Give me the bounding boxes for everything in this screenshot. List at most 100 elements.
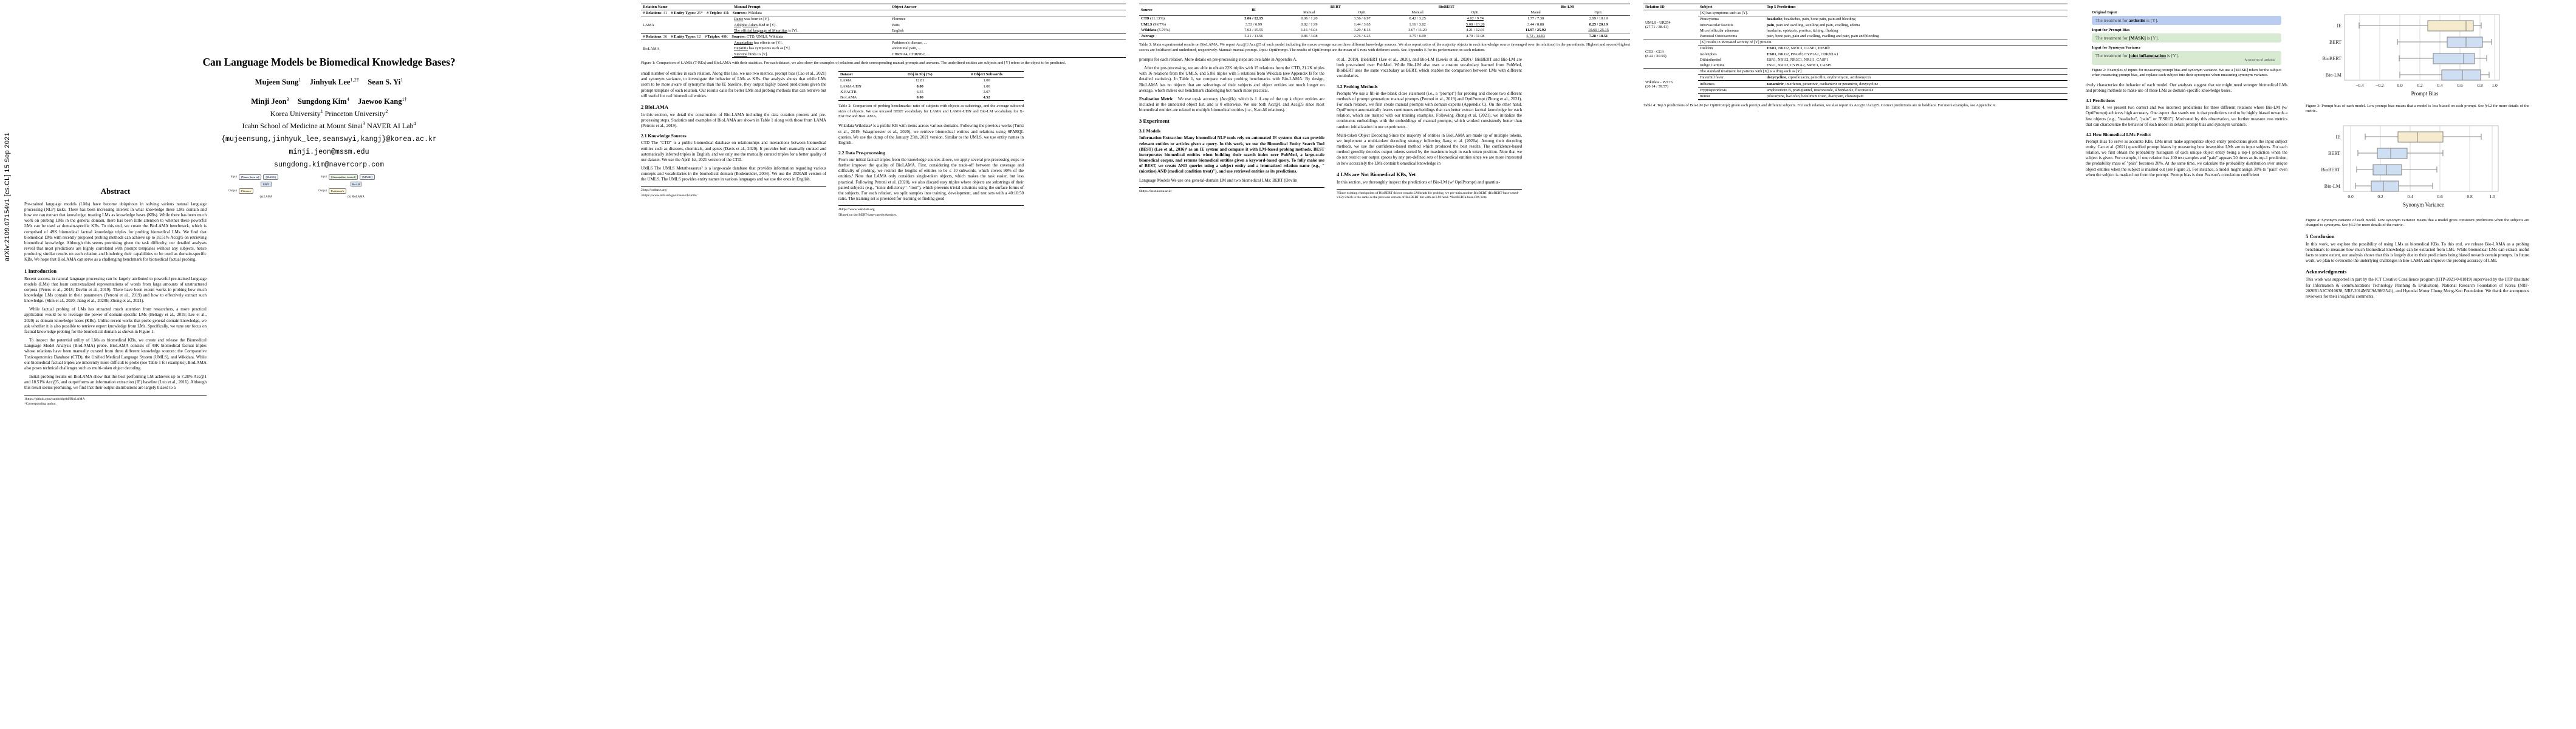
- table2-header-row: Dataset Obj in Sbj (%) # Object Subwords: [838, 71, 1024, 78]
- table3-wd-biobert-manual: 3.67 / 11.20: [1408, 27, 1427, 32]
- table4-pred-2-2: ESR1, NR1I2, PPARÎ³, CYP1A2, CDKN1A1: [1767, 52, 1838, 56]
- figure-4-boxplot-svg: IE BERT BioBERT Bio-LM 0.0 0.2 0.4 0.6 0…: [2321, 125, 2499, 208]
- footnote-7: 6https://best.korea.ac.kr: [1139, 189, 1172, 193]
- table4-relation-id-1: UMLS - UR254 (27.71 / 38.41): [1643, 10, 1698, 39]
- page-title: Can Language Models be Biomedical Knowle…: [202, 56, 456, 68]
- table-row: Dieldrin ESR1, NR1I2, NR3C1, CASP1, PPAR…: [1698, 46, 2067, 52]
- svg-text:0.4: 0.4: [2437, 83, 2443, 88]
- figure1-subject-chip: [Name, born in]: [239, 174, 262, 180]
- column-tables-1-2: Relation Name Manual Prompt Object Answe…: [635, 0, 1133, 729]
- table-row: cryptosporidiosis amphotericin B, praziq…: [1698, 87, 2067, 94]
- table-row: Intravascular fasciitis pain, pain and s…: [1698, 22, 2067, 28]
- figure1-output-label: Output: [228, 189, 237, 193]
- figure-4: IE BERT BioBERT Bio-LM 0.0 0.2 0.4 0.6 0…: [2306, 118, 2529, 215]
- table4-pred-3-3: amphotericin B, praziquantel, itraconazo…: [1765, 87, 2067, 94]
- table1-stats-lama: # Relations: 41 # Entity Types: 25* # Tr…: [641, 10, 1126, 16]
- col4-top-paragraph: et al., 2019), BioBERT (Lee et al., 2020…: [1337, 57, 1522, 79]
- figure2-synonym-note: A synonym of 'arthritis': [2244, 58, 2275, 62]
- table3-source-ctd: CTD (11.13%): [1139, 15, 1225, 22]
- table2-subwords-3: 3.07: [983, 89, 990, 94]
- email-line-2: minji.jeon@mssm.edu: [289, 148, 369, 157]
- table2-objinsbj-4: 0.00: [890, 94, 950, 101]
- table3-umls-ie: 3.53 / 6.99: [1245, 22, 1262, 27]
- figure2-and-text: Original Input The treatment for arthrit…: [2075, 0, 2300, 303]
- figure1-column: Input [Name, born in] [MASK] BERT Output…: [220, 171, 402, 408]
- table3-wd-bert-manual: 1.16 / 6.04: [1301, 27, 1318, 32]
- table3-avg-biolm-opti: 7.28 / 18.51: [1567, 32, 1630, 40]
- author-4: Minji Jeon3: [251, 96, 289, 106]
- table1-stats-biolama: # Relations: 36 # Entity Types: 12 # Tri…: [641, 33, 1126, 40]
- section-heading-lms-not-kbs: 4 LMs are Not Biomedical KBs, Yet: [1337, 171, 1416, 177]
- table2-dataset-2: LAMA-UHN: [840, 84, 862, 89]
- table1-bio-prompt-3: Nicotine binds to [Y].: [732, 51, 890, 58]
- table4-prompt-3: The standard treatment for patients with…: [1698, 68, 2067, 75]
- table1-prompt-2: Adolphe Adam died in [Y].: [734, 22, 777, 27]
- table1-col-relation: Relation Name: [641, 3, 732, 10]
- footnotes-col2-right: 4https://www.wikidata.org 5Based on the …: [838, 205, 1024, 217]
- footnote-3: 2http://cutbase.org/: [641, 188, 668, 193]
- table4-pred-3-4: pilocarpine, baclofen, botulinum toxin, …: [1765, 93, 2067, 100]
- figure-4-xlabel: Synonym Variance: [2403, 202, 2444, 208]
- subsection-knowledge-sources: 2.1 Knowledge Sources: [641, 133, 687, 139]
- author-1: Mujeen Sung1: [255, 77, 301, 87]
- svg-text:Bio-LM: Bio-LM: [2324, 183, 2340, 189]
- table-4-caption: Table 4: Top 5 predictions of Bio-LM (w/…: [1643, 103, 1996, 108]
- table4-subject-3-2: influenza: [1698, 80, 1765, 87]
- table1-bio-prompt-1: Amantadine has effects on [Y].: [732, 39, 890, 46]
- table3-ctd-bert-opti: 3.56 / 6.97: [1335, 15, 1389, 22]
- table3-group-biobert: BioBERT: [1388, 4, 1505, 10]
- svg-text:IE: IE: [2335, 134, 2340, 140]
- figure1-panel-biolama: Input [Amantadine, treated] [MASK] Bio-L…: [313, 174, 399, 199]
- table4-subject-1-3: Microfollicular adenoma: [1700, 28, 1739, 33]
- table-row: isofenphos ESR1, NR1I2, PPARÎ³, CYP1A2, …: [1698, 52, 2067, 57]
- table4-pred-2-4: ESR1, NR1I2, CYP1A2, NR3C1, CASP1: [1767, 63, 1832, 67]
- figure2-label-1: Original Input: [2092, 10, 2117, 15]
- col2-continued-paragraph: small number of entities in each relatio…: [641, 71, 826, 98]
- table1-bio-prompt-2: Hepatitis has symptoms such as [Y].: [734, 46, 791, 51]
- col2-right-text: Dataset Obj in Sbj (%) # Object Subwords…: [838, 71, 1024, 218]
- table3-group-biolm: Bio-LM: [1504, 4, 1630, 10]
- table1-group-label-lama: LAMA: [641, 16, 732, 34]
- figure1-input-label: Input: [230, 175, 237, 179]
- arxiv-stamp: arXiv:2109.07154v1 [cs.CL] 15 Sep 2021: [4, 132, 11, 261]
- col3-lm-paragraph: Language Models We use one general-domai…: [1139, 177, 1297, 183]
- subsection-data-preprocessing: 2.2 Data Pre-processing: [838, 150, 885, 156]
- table3-ctd-ie: 5.06 / 12.15: [1224, 15, 1283, 22]
- table4-inner-2: Dieldrin ESR1, NR1I2, NR3C1, CASP1, PPAR…: [1698, 45, 2067, 68]
- figure1-mask-chip-b: [MASK]: [360, 174, 375, 180]
- affiliation-line-1: Korea University1 Princeton University2: [270, 108, 388, 118]
- svg-text:0.2: 0.2: [2377, 194, 2383, 199]
- author-6: Jaewoo Kang1†: [358, 96, 407, 106]
- table-row: BioLAMA Amantadine has effects on [Y]. P…: [641, 39, 1126, 58]
- table4-pred-3-1: doxycycline, ciprofloxacin, penicillin, …: [1765, 74, 2067, 81]
- figure-2: Original Input The treatment for arthrit…: [2081, 4, 2292, 65]
- svg-text:Bio-LM: Bio-LM: [2326, 72, 2341, 78]
- svg-text:1.0: 1.0: [2492, 83, 2498, 88]
- col5-prompt-bias-paragraph: Prompt Bias To serve as accurate KBs, LM…: [2086, 139, 2287, 177]
- author-3: Sean S. Yi1: [368, 77, 403, 87]
- table4-subject-2-3: Dithiothreitol: [1700, 57, 1721, 62]
- table1-header-row: Relation Name Manual Prompt Object Answe…: [641, 3, 1126, 10]
- author-line-2: Minji Jeon3 Sungdong Kim4 Jaewoo Kang1†: [23, 95, 635, 106]
- table3-sub-biolm-manual: Maual: [1530, 10, 1541, 15]
- table4-header-row: Relation ID Subject Top 5 Predictions: [1643, 3, 2067, 10]
- col2-biolama-paragraph: In this section, we detail the construct…: [641, 112, 826, 129]
- table4-pred-2-1: ESR1, NR1I2, NR3C1, CASP1, PPARÎ³: [1767, 46, 1830, 51]
- col3-left-text: prompts for each relation. More details …: [1139, 57, 1324, 201]
- figure1-model-bert: BERT: [224, 181, 309, 187]
- table-row: Dithiothreitol ESR1, NR1I2, NR3C1, NR1I1…: [1698, 57, 2067, 63]
- table2-col-objinsbj: Obj in Sbj (%): [890, 71, 950, 78]
- figure1-bio-answer-chip: Parkinson's: [329, 188, 346, 194]
- table4-inner-1: Pituicytoma headache, headaches, pain, b…: [1698, 16, 2067, 39]
- intro-paragraph-4: Initial probing results on BioLAMA show …: [24, 374, 207, 391]
- table1-bio-answer-3: CHRNA4, CHRNB2, ...: [890, 51, 1126, 58]
- figure-4-caption: Figure 4: Synonym variance of each model…: [2306, 217, 2529, 228]
- table-row: Indigo Carmine ESR1, NR1I2, CYP1A2, NR3C…: [1698, 63, 2067, 68]
- figure1-input-label-b: Input: [320, 175, 327, 179]
- table1-bio-answer-1: Parkinson's disease, ...: [890, 39, 1126, 46]
- table4-pred-2-3: ESR1, NR1I2, NR3C1, NR1I1, CASP1: [1767, 57, 1829, 62]
- svg-text:0.6: 0.6: [2457, 83, 2463, 88]
- table1-prompt-3: The official language of Mauritius is [Y…: [734, 28, 798, 33]
- figure-2-caption: Figure 2: Examples of inputs for measuri…: [2092, 68, 2282, 78]
- table4-body-cell-3: Haverhill fever doxycycline, ciprofloxac…: [1698, 74, 2067, 101]
